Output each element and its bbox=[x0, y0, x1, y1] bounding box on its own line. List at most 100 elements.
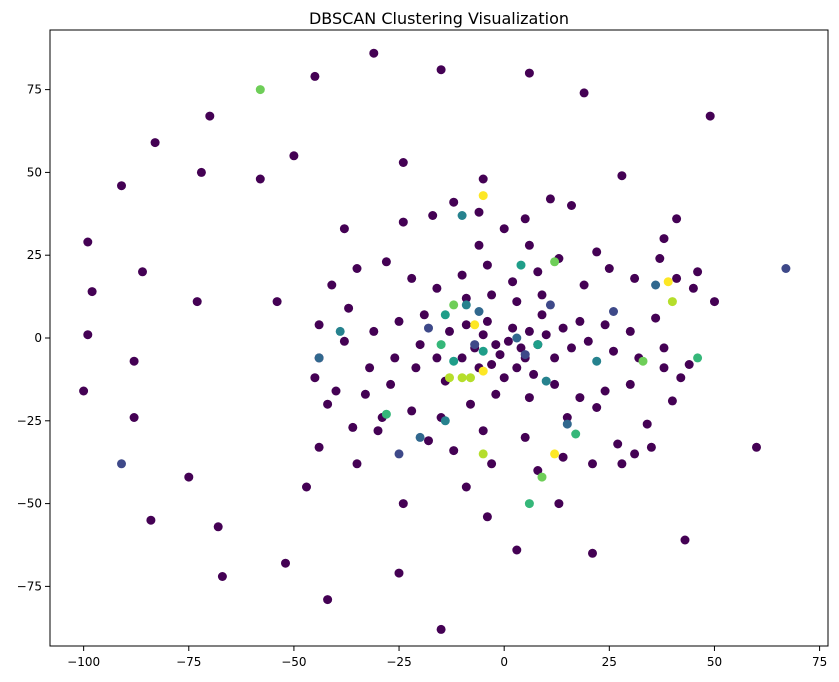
data-point bbox=[499, 373, 509, 383]
data-point bbox=[575, 316, 585, 326]
data-point bbox=[369, 326, 379, 336]
data-point bbox=[365, 363, 375, 373]
data-point bbox=[394, 449, 404, 459]
data-point bbox=[205, 111, 215, 121]
data-point bbox=[466, 399, 475, 409]
y-tick-label: 75 bbox=[27, 83, 42, 97]
x-tick-label: −50 bbox=[281, 655, 306, 669]
data-point bbox=[588, 459, 597, 469]
data-point bbox=[352, 264, 362, 273]
data-point bbox=[659, 343, 669, 353]
data-point bbox=[449, 446, 459, 456]
data-point bbox=[659, 363, 669, 373]
data-point bbox=[436, 624, 446, 634]
data-point bbox=[360, 389, 370, 399]
data-point bbox=[520, 214, 530, 224]
data-point bbox=[684, 360, 694, 369]
data-point bbox=[344, 303, 354, 313]
y-tick-label: 50 bbox=[27, 165, 42, 179]
data-point bbox=[567, 201, 576, 210]
data-point bbox=[529, 369, 539, 379]
data-point bbox=[339, 336, 349, 346]
data-point bbox=[672, 214, 682, 224]
data-point bbox=[327, 280, 337, 290]
data-point bbox=[680, 535, 690, 545]
data-point bbox=[83, 237, 93, 247]
data-point bbox=[491, 389, 501, 399]
data-point bbox=[617, 171, 627, 181]
data-point bbox=[457, 373, 467, 383]
data-point bbox=[651, 280, 661, 290]
data-point bbox=[478, 366, 488, 376]
data-point bbox=[495, 350, 505, 360]
data-point bbox=[129, 356, 139, 366]
data-point bbox=[604, 264, 614, 273]
data-point bbox=[146, 515, 156, 525]
data-point bbox=[474, 307, 484, 316]
data-point bbox=[558, 452, 568, 462]
data-point bbox=[550, 257, 560, 267]
data-point bbox=[600, 386, 610, 396]
data-point bbox=[651, 313, 661, 323]
data-point bbox=[129, 413, 139, 422]
x-tick-label: 0 bbox=[500, 655, 508, 669]
data-point bbox=[588, 548, 597, 558]
data-point bbox=[213, 522, 223, 532]
data-point bbox=[150, 138, 160, 148]
x-tick-label: 75 bbox=[812, 655, 827, 669]
data-point bbox=[474, 240, 484, 250]
data-point bbox=[424, 436, 433, 446]
data-point bbox=[407, 406, 417, 416]
data-point bbox=[369, 48, 379, 58]
data-point bbox=[533, 340, 543, 350]
data-point bbox=[470, 340, 480, 350]
data-point bbox=[482, 316, 492, 326]
data-point bbox=[457, 353, 467, 363]
data-point bbox=[512, 333, 522, 343]
data-point bbox=[310, 373, 320, 383]
data-point bbox=[482, 512, 492, 522]
data-point bbox=[470, 320, 480, 330]
data-point bbox=[436, 340, 446, 350]
data-point bbox=[487, 360, 497, 369]
data-point bbox=[217, 572, 227, 581]
data-point bbox=[461, 482, 471, 492]
data-point bbox=[545, 194, 555, 204]
data-point bbox=[541, 330, 551, 340]
data-point bbox=[520, 350, 530, 360]
data-point bbox=[272, 297, 282, 307]
data-point bbox=[550, 449, 560, 459]
data-point bbox=[398, 158, 408, 167]
data-point bbox=[537, 290, 547, 300]
data-point bbox=[487, 290, 497, 300]
data-point bbox=[676, 373, 686, 383]
data-point bbox=[445, 326, 454, 336]
data-point bbox=[508, 277, 518, 287]
data-point bbox=[562, 413, 572, 422]
data-point bbox=[579, 280, 589, 290]
y-tick-label: −75 bbox=[17, 579, 42, 593]
data-point bbox=[449, 300, 459, 310]
data-point bbox=[440, 310, 450, 320]
y-tick-label: 25 bbox=[27, 248, 42, 262]
data-point bbox=[491, 340, 501, 350]
data-point bbox=[394, 316, 404, 326]
data-point bbox=[710, 297, 719, 307]
data-point bbox=[255, 174, 265, 184]
x-axis: −100 −75 −50 −25 0 25 50 75 bbox=[67, 646, 827, 669]
x-tick-label: −75 bbox=[176, 655, 201, 669]
data-point bbox=[487, 459, 497, 469]
data-point bbox=[314, 442, 324, 452]
data-point bbox=[567, 343, 576, 353]
data-point bbox=[79, 386, 89, 396]
data-point bbox=[533, 267, 543, 277]
data-point bbox=[688, 283, 698, 293]
data-point bbox=[419, 310, 429, 320]
data-point bbox=[630, 449, 640, 459]
data-point bbox=[398, 499, 408, 509]
data-point bbox=[440, 416, 450, 426]
data-point bbox=[625, 326, 635, 336]
data-point bbox=[87, 287, 97, 297]
data-point bbox=[609, 307, 618, 316]
data-point bbox=[390, 353, 400, 363]
